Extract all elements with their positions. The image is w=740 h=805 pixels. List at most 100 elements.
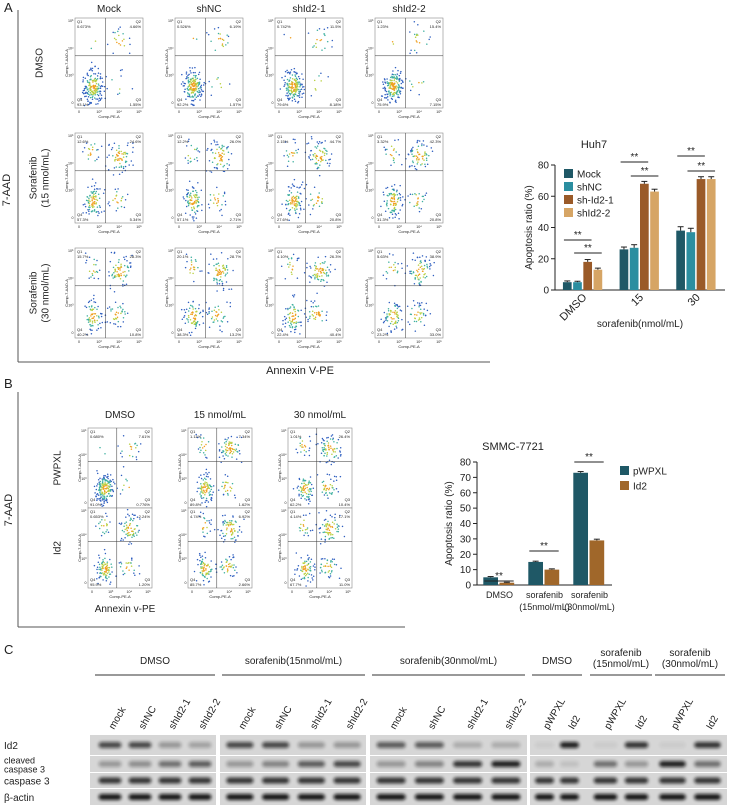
event-dot [119, 267, 121, 269]
event-dot [95, 196, 97, 198]
event-dot [222, 564, 224, 566]
event-dot [116, 154, 118, 156]
event-dot [308, 450, 310, 452]
event-dot [417, 201, 419, 203]
event-dot [337, 526, 339, 528]
plot-frame [75, 248, 143, 338]
event-dot [419, 153, 421, 155]
event-dot [190, 72, 192, 74]
event-dot [311, 150, 313, 152]
event-dot [330, 526, 332, 528]
event-dot [89, 205, 91, 207]
event-dot [295, 101, 297, 103]
event-dot [231, 520, 233, 522]
flow-plot: Q10.526%Q26.19%Q492.2%Q31.57%0010³10³10⁴… [164, 18, 243, 119]
event-dot [324, 148, 326, 150]
event-dot [192, 84, 194, 86]
event-dot [93, 295, 95, 297]
event-dot [188, 310, 190, 312]
event-dot [430, 264, 432, 266]
event-dot [121, 450, 123, 452]
event-dot [189, 180, 191, 182]
event-dot [213, 258, 215, 260]
event-dot [312, 579, 314, 581]
event-dot [112, 308, 114, 310]
event-dot [106, 529, 108, 531]
event-dot [312, 46, 314, 48]
event-dot [297, 88, 299, 90]
event-dot [198, 85, 200, 87]
x-axis-label: Comp-PE-A [98, 344, 120, 349]
event-dot [322, 558, 324, 560]
event-dot [122, 40, 124, 42]
event-dot [306, 570, 308, 572]
event-dot [314, 153, 316, 155]
event-dot [218, 27, 220, 29]
lane-label: shId2-2 [503, 697, 529, 732]
event-dot [202, 90, 204, 92]
event-dot [112, 479, 114, 481]
event-dot [91, 305, 93, 307]
event-dot [109, 559, 111, 561]
event-dot [401, 205, 403, 207]
event-dot [99, 206, 101, 208]
event-dot [421, 208, 423, 210]
event-dot [399, 209, 401, 211]
event-dot [199, 91, 201, 93]
event-dot [226, 447, 228, 449]
event-dot [102, 488, 104, 490]
event-dot [194, 72, 196, 74]
event-dot [96, 271, 98, 273]
event-dot [303, 566, 305, 568]
event-dot [293, 488, 295, 490]
event-dot [196, 88, 198, 90]
lane-label: pWPXL [542, 696, 569, 731]
blot-band [262, 794, 289, 800]
event-dot [393, 207, 395, 209]
legend-swatch [564, 182, 573, 191]
event-dot [193, 191, 195, 193]
event-dot [419, 303, 421, 305]
event-dot [412, 162, 414, 164]
event-dot [420, 313, 422, 315]
event-dot [216, 164, 218, 166]
blot-band [659, 742, 686, 748]
event-dot [120, 75, 122, 77]
event-dot [288, 203, 290, 205]
event-dot [293, 309, 295, 311]
event-dot [110, 563, 112, 565]
row-label: (15 nmol/mL) [41, 149, 52, 208]
event-dot [396, 204, 398, 206]
event-dot [216, 141, 218, 143]
quadrant-percent: 38.9% [430, 254, 442, 259]
event-dot [395, 101, 397, 103]
event-dot [326, 282, 328, 284]
event-dot [304, 454, 306, 456]
event-dot [232, 554, 234, 556]
event-dot [131, 446, 133, 448]
event-dot [313, 565, 315, 567]
event-dot [319, 150, 321, 152]
event-dot [95, 73, 97, 75]
row-label: PWPXL [53, 450, 64, 485]
event-dot [103, 210, 105, 212]
event-dot [232, 453, 234, 455]
event-dot [317, 443, 319, 445]
event-dot [287, 154, 289, 156]
event-dot [429, 266, 431, 268]
event-dot [191, 207, 193, 209]
event-dot [223, 272, 225, 274]
event-dot [118, 151, 120, 153]
event-dot [309, 447, 311, 449]
event-dot [214, 28, 216, 30]
event-dot [181, 83, 183, 85]
event-dot [222, 45, 224, 47]
event-dot [320, 80, 322, 82]
quadrant-percent: 15.7% [77, 254, 89, 259]
event-dot [292, 152, 294, 154]
event-dot [338, 528, 340, 530]
event-dot [188, 93, 190, 95]
event-dot [100, 481, 102, 483]
event-dot [411, 273, 413, 275]
event-dot [314, 312, 316, 314]
